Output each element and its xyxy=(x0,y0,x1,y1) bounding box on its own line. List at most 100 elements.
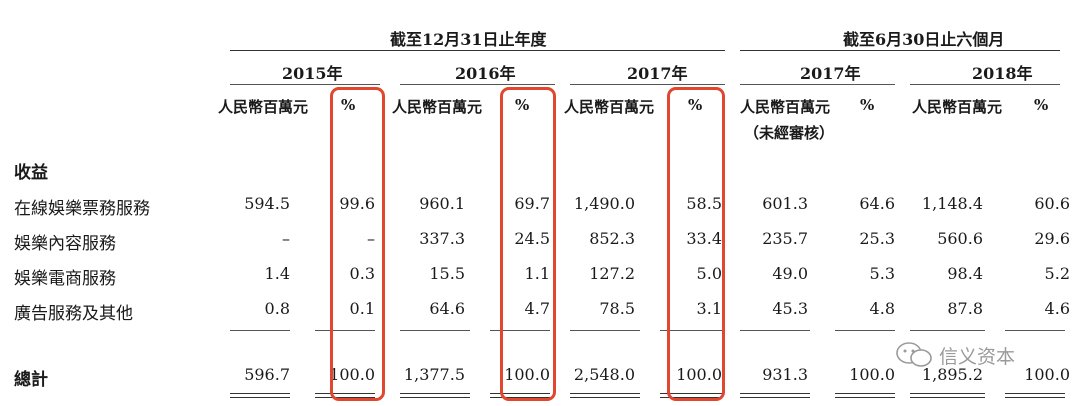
row-label: 娛樂電商服務 xyxy=(14,269,116,289)
header-rule-right xyxy=(740,50,1060,51)
double-underline-line xyxy=(1005,397,1065,398)
double-underline-line xyxy=(230,393,290,394)
double-underline-line xyxy=(835,393,895,394)
sum-rule xyxy=(315,330,375,331)
table-cell: 601.3 xyxy=(762,194,808,213)
year-2015: 2015年 xyxy=(282,64,343,83)
double-underline-line xyxy=(400,397,470,398)
double-underline-line xyxy=(910,397,985,398)
total-cell: 100.0 xyxy=(849,365,895,384)
double-underline-line xyxy=(570,393,640,394)
table-cell: 87.8 xyxy=(947,299,983,318)
double-underline-line xyxy=(570,397,640,398)
table-cell: 235.7 xyxy=(762,229,808,248)
total-cell: 1,377.5 xyxy=(403,365,465,384)
year-rule xyxy=(570,84,725,85)
sum-rule xyxy=(835,330,895,331)
double-underline-line xyxy=(910,393,985,394)
table-cell: 64.6 xyxy=(429,299,465,318)
table-cell: 69.7 xyxy=(514,194,550,213)
sum-rule xyxy=(570,330,640,331)
table-cell: 29.6 xyxy=(1034,229,1070,248)
sum-rule xyxy=(400,330,470,331)
row-label: 娛樂內容服務 xyxy=(14,234,116,254)
table-cell: 1,148.4 xyxy=(921,194,983,213)
table-cell: 5.3 xyxy=(869,264,895,283)
table-cell: 25.3 xyxy=(859,229,895,248)
sum-rule xyxy=(1005,330,1065,331)
row-label: 廣告服務及其他 xyxy=(14,304,133,324)
double-underline-line xyxy=(660,397,722,398)
table-cell: 852.3 xyxy=(589,229,635,248)
section-title-revenue: 收益 xyxy=(14,163,48,183)
total-cell: 100.0 xyxy=(504,365,550,384)
table-cell: – xyxy=(282,229,290,248)
total-cell: 1,895.2 xyxy=(921,365,983,384)
header-rule-left xyxy=(230,50,725,51)
table-cell: 560.6 xyxy=(937,229,983,248)
unit-rmb: 人民幣百萬元 xyxy=(740,98,831,116)
table-cell: 15.5 xyxy=(429,264,465,283)
unit-pct: % xyxy=(860,96,875,114)
table-cell: 5.0 xyxy=(696,264,722,283)
table-cell: 4.6 xyxy=(1044,299,1070,318)
highlight-box-2015-pct xyxy=(330,87,385,401)
table-cell: 0.3 xyxy=(349,264,375,283)
table-cell: 0.1 xyxy=(349,299,375,318)
double-underline-line xyxy=(490,393,550,394)
table-cell: 1,490.0 xyxy=(573,194,635,213)
year-rule xyxy=(910,84,1060,85)
total-cell: 931.3 xyxy=(762,365,808,384)
unit-unaudited: （未經審核） xyxy=(744,124,835,142)
table-cell: 58.5 xyxy=(686,194,722,213)
table-cell: 3.1 xyxy=(696,299,722,318)
double-underline-line xyxy=(315,393,375,394)
table-cell: 1.4 xyxy=(264,264,290,283)
unit-rmb: 人民幣百萬元 xyxy=(392,98,483,116)
header-six-months: 截至6月30日止六個月 xyxy=(843,30,1005,49)
double-underline-line xyxy=(740,397,810,398)
year-2017: 2017年 xyxy=(627,64,688,83)
chat-bubble-icon xyxy=(896,342,932,367)
table-cell: 1.1 xyxy=(524,264,550,283)
unit-pct: % xyxy=(341,96,356,114)
total-label: 總計 xyxy=(14,370,48,390)
table-cell: 127.2 xyxy=(589,264,635,283)
total-cell: 596.7 xyxy=(244,365,290,384)
table-cell: 45.3 xyxy=(772,299,808,318)
year-rule xyxy=(230,84,380,85)
double-underline-line xyxy=(230,397,290,398)
table-cell: 5.2 xyxy=(1044,264,1070,283)
table-cell: – xyxy=(367,229,375,248)
unit-pct: % xyxy=(688,96,703,114)
watermark-text: 信义资本 xyxy=(939,346,1016,368)
table-cell: 0.8 xyxy=(264,299,290,318)
year-rule xyxy=(740,84,895,85)
table-cell: 49.0 xyxy=(772,264,808,283)
total-cell: 2,548.0 xyxy=(573,365,635,384)
sum-rule xyxy=(660,330,722,331)
table-cell: 4.7 xyxy=(524,299,550,318)
unit-pct: % xyxy=(1034,96,1049,114)
year-2016: 2016年 xyxy=(455,64,516,83)
year-2018-h1: 2018年 xyxy=(972,64,1033,83)
highlight-box-2017-pct xyxy=(667,87,725,401)
total-cell: 100.0 xyxy=(1024,365,1070,384)
year-rule xyxy=(400,84,555,85)
highlight-box-2016-pct xyxy=(500,87,556,401)
year-2017-h1: 2017年 xyxy=(800,64,861,83)
table-cell: 33.4 xyxy=(686,229,722,248)
table-cell: 594.5 xyxy=(244,194,290,213)
sum-rule xyxy=(910,330,985,331)
double-underline-line xyxy=(315,397,375,398)
double-underline-line xyxy=(835,397,895,398)
table-cell: 24.5 xyxy=(514,229,550,248)
table-cell: 337.3 xyxy=(419,229,465,248)
double-underline-line xyxy=(490,397,550,398)
sum-rule xyxy=(230,330,290,331)
double-underline-line xyxy=(400,393,470,394)
table-cell: 4.8 xyxy=(869,299,895,318)
unit-rmb: 人民幣百萬元 xyxy=(564,98,655,116)
unit-rmb: 人民幣百萬元 xyxy=(218,98,309,116)
table-cell: 960.1 xyxy=(419,194,465,213)
